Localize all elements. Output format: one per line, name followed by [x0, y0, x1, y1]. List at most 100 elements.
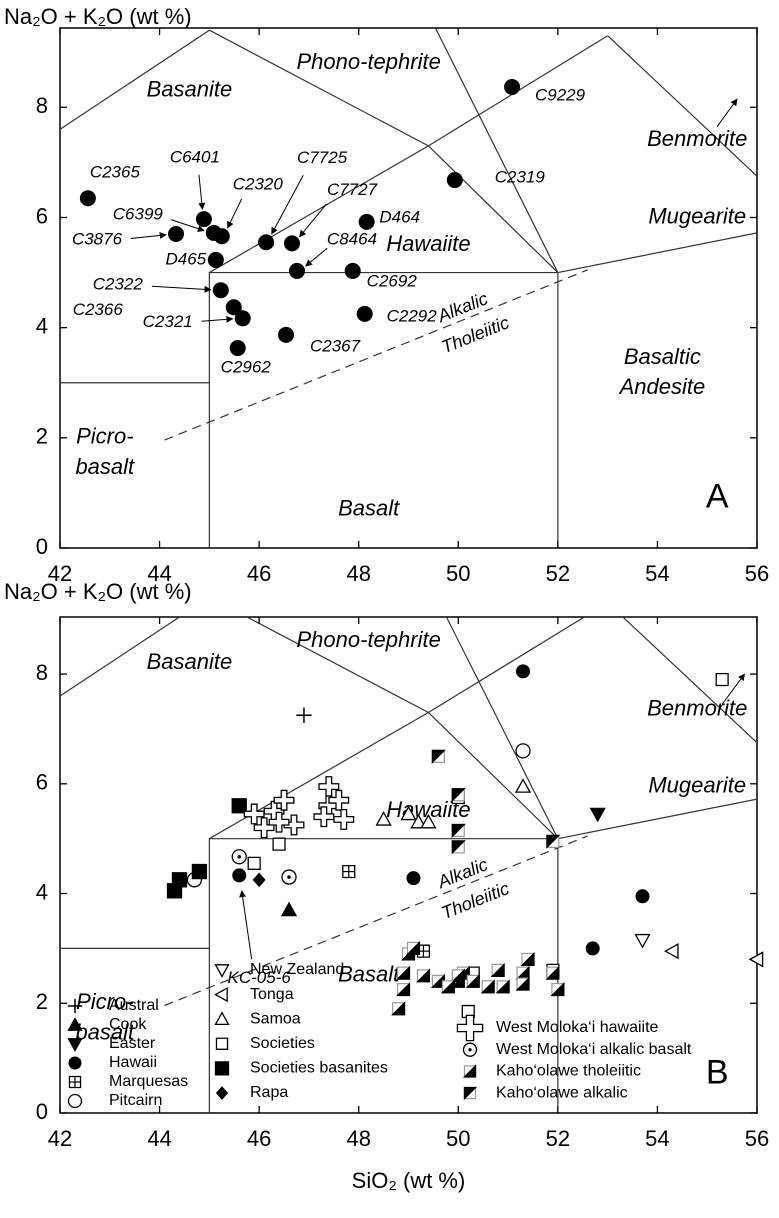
x-tick-label: 52 — [546, 561, 570, 586]
marker-part — [406, 871, 421, 886]
x-tick-label: 46 — [247, 561, 271, 586]
marker-part — [284, 235, 301, 252]
legend-label: Cook — [109, 1016, 147, 1033]
field-label: Mugearite — [648, 772, 746, 797]
data-point — [396, 965, 411, 980]
data-point — [79, 190, 96, 207]
legend-label: New Zealand — [250, 961, 344, 978]
x-tick-label: 44 — [147, 1126, 171, 1151]
marker-part — [214, 964, 230, 978]
marker-part — [243, 803, 265, 825]
marker-part — [520, 951, 535, 966]
marker-part — [278, 326, 295, 343]
marker-part — [214, 986, 228, 1003]
point-label: C9229 — [535, 85, 586, 104]
x-tick-label: 46 — [247, 1126, 271, 1151]
field-boundary — [557, 232, 757, 274]
data-point — [406, 871, 421, 886]
marker-part — [451, 840, 466, 855]
legend-marker — [214, 1011, 230, 1026]
data-point — [514, 778, 532, 793]
marker-part — [68, 1056, 82, 1070]
arrow — [305, 247, 328, 267]
marker-part — [215, 1086, 229, 1100]
marker-part — [232, 868, 247, 883]
data-point — [191, 863, 208, 880]
marker-part — [480, 979, 495, 994]
marker-part — [67, 1017, 83, 1031]
legend-marker — [215, 1037, 229, 1050]
data-point — [231, 849, 247, 865]
data-point — [545, 965, 560, 980]
point-label: C3876 — [72, 230, 123, 249]
panel-label: A — [706, 477, 729, 515]
data-point — [550, 982, 565, 997]
arrow — [198, 174, 206, 210]
arrow — [716, 98, 738, 127]
data-point — [278, 326, 295, 343]
data-point — [715, 672, 729, 687]
data-point — [451, 823, 466, 838]
marker-part — [465, 973, 480, 988]
marker-part — [514, 778, 532, 793]
data-point — [195, 211, 212, 228]
data-point — [232, 868, 247, 883]
marker-part — [495, 979, 510, 994]
data-point — [375, 811, 392, 826]
marker-part — [463, 1086, 478, 1101]
arrow — [271, 175, 304, 235]
point-label: C2322 — [93, 275, 144, 294]
field-label: Picro- — [76, 424, 133, 449]
data-point — [420, 813, 437, 829]
data-point — [520, 951, 535, 966]
data-point — [288, 262, 305, 279]
field-boundary — [607, 35, 757, 178]
point-label: C2319 — [495, 168, 546, 187]
field-boundary — [60, 617, 181, 697]
field-label: Benmorite — [647, 126, 747, 151]
marker-part — [451, 823, 466, 838]
x-tick-label: 50 — [446, 1126, 470, 1151]
marker-part — [405, 940, 421, 955]
marker-part — [247, 856, 261, 870]
legend-label: Societies — [250, 1035, 315, 1052]
data-point — [171, 872, 188, 888]
legend-marker — [456, 1014, 484, 1042]
x-tick-label: 50 — [446, 561, 470, 586]
data-point — [333, 809, 355, 830]
marker-part — [356, 305, 373, 322]
legend-marker — [463, 1086, 478, 1101]
arrow — [721, 673, 745, 705]
marker-part — [272, 837, 286, 851]
field-label: basalt — [75, 454, 135, 479]
legend-marker — [67, 1017, 83, 1031]
marker-part — [237, 855, 241, 859]
field-label: Basalt — [338, 962, 400, 987]
data-point — [358, 213, 375, 230]
marker-part — [79, 190, 96, 207]
data-point — [280, 901, 298, 917]
marker-part — [344, 262, 361, 279]
data-point — [229, 340, 246, 357]
marker-part — [191, 863, 208, 880]
data-point — [450, 968, 465, 983]
marker-part — [396, 982, 411, 997]
marker-part — [252, 872, 266, 888]
point-label: C2321 — [143, 312, 193, 331]
data-point — [504, 78, 521, 95]
marker-part — [258, 234, 275, 251]
marker-part — [288, 262, 305, 279]
y-axis-title: Na₂O + K₂O (wt %) — [4, 4, 192, 29]
data-point — [272, 837, 286, 851]
field-boundary — [208, 271, 559, 548]
data-point — [634, 933, 651, 949]
data-point — [446, 172, 463, 189]
point-label: C2962 — [221, 358, 272, 377]
legend-label: Samoa — [250, 1010, 301, 1027]
marker-part — [490, 962, 505, 977]
arrow — [170, 219, 205, 232]
marker-part — [67, 1093, 83, 1109]
point-label: C2292 — [387, 306, 438, 325]
point-label: D464 — [379, 207, 420, 226]
